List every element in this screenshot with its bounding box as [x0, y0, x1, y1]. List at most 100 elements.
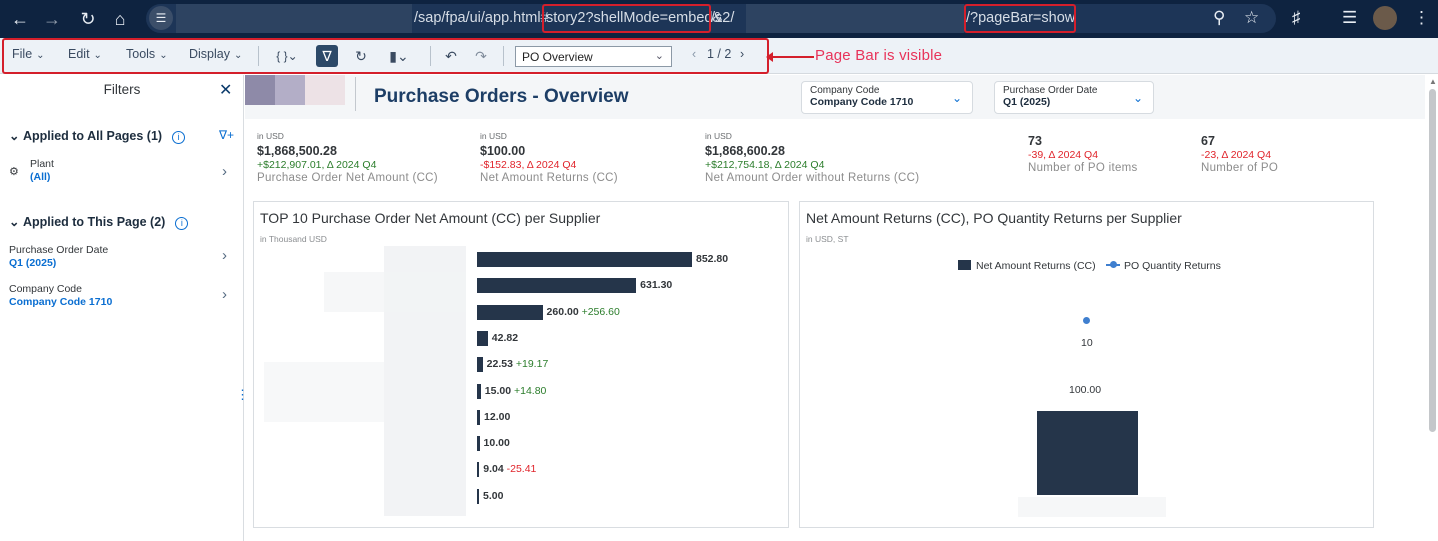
filter-po-date-value[interactable]: Q1 (2025): [9, 257, 57, 269]
bar[interactable]: [477, 383, 481, 399]
undo-icon[interactable]: ↶: [445, 47, 457, 64]
section-this-page[interactable]: ⌄ Applied to This Page (2) i: [9, 214, 189, 230]
bar-value: 852.80: [696, 253, 729, 265]
kpi-tile[interactable]: 73 -39, Δ 2024 Q4 Number of PO items: [1028, 131, 1138, 174]
toolbar-divider: [430, 46, 431, 66]
scrollbar-thumb[interactable]: [1429, 89, 1436, 432]
chevron-right-icon[interactable]: ›: [222, 163, 227, 180]
toolbar-highlight: [2, 38, 769, 74]
chevron-right-icon[interactable]: ›: [222, 286, 227, 303]
url-text-path: /sap/fpa/ui/app.html#: [414, 10, 549, 26]
filter-plant-value[interactable]: (All): [30, 171, 51, 183]
scroll-up-icon[interactable]: ▲: [1429, 77, 1437, 86]
bar-value: 15.00: [484, 384, 512, 397]
url-text-pagebar: /?pageBar=show: [966, 10, 1076, 26]
address-bar[interactable]: ☰ /sap/fpa/ui/app.html# story2?shellMode…: [146, 4, 1276, 33]
site-settings-icon[interactable]: ☰: [149, 6, 173, 30]
star-icon[interactable]: ☆: [1244, 8, 1260, 27]
kpi-value: $100.00: [480, 144, 526, 158]
kpi-name: Net Amount Order without Returns (CC): [705, 172, 920, 184]
back-arrow-icon[interactable]: ←: [11, 8, 29, 29]
kpi-tile[interactable]: in USD $1,868,500.28 +$212,907.01, Δ 202…: [257, 131, 438, 184]
kpi-tile[interactable]: in USD $100.00 -$152.83, Δ 2024 Q4 Net A…: [480, 131, 618, 184]
vertical-scrollbar[interactable]: ▲: [1427, 75, 1438, 541]
bar-variance: +14.80: [511, 384, 547, 397]
bar-value: 42.82: [491, 331, 519, 344]
section-all-pages[interactable]: ⌄ Applied to All Pages (1) i: [9, 128, 186, 144]
bar-value: 12.00: [484, 410, 511, 423]
tools-menu[interactable]: Tools ⌄: [126, 47, 168, 61]
kpi-delta: -$152.83, Δ 2024 Q4: [480, 159, 577, 171]
chevron-right-icon[interactable]: ›: [222, 247, 227, 264]
more-menu-icon[interactable]: ⋮: [1413, 8, 1430, 27]
top10-supplier-chart[interactable]: TOP 10 Purchase Order Net Amount (CC) pe…: [253, 201, 789, 528]
info-icon[interactable]: i: [175, 217, 189, 230]
chevron-down-icon: ⌄: [9, 129, 23, 143]
chevron-down-icon: ⌄: [159, 50, 168, 61]
url-text-story: story2?shellMode=embed&: [546, 10, 723, 26]
bar[interactable]: [477, 304, 543, 320]
bar[interactable]: [477, 357, 483, 373]
info-icon[interactable]: i: [172, 131, 186, 144]
formula-icon[interactable]: { }⌄: [276, 49, 298, 63]
bar[interactable]: [477, 436, 480, 452]
page-select[interactable]: PO Overview ⌄: [515, 46, 672, 67]
profile-avatar[interactable]: [1373, 6, 1397, 30]
file-menu[interactable]: File ⌄: [12, 47, 45, 61]
close-icon[interactable]: ✕: [219, 82, 233, 99]
returns-chart[interactable]: Net Amount Returns (CC), PO Quantity Ret…: [799, 201, 1374, 528]
bar[interactable]: [477, 409, 481, 425]
prev-page-icon[interactable]: ‹: [692, 47, 697, 61]
redo-icon[interactable]: ↷: [475, 47, 487, 64]
kpi-delta: -39, Δ 2024 Q4: [1028, 149, 1099, 161]
kpi-delta: -23, Δ 2024 Q4: [1201, 149, 1272, 161]
forward-arrow-icon[interactable]: →: [43, 8, 61, 29]
kpi-tile[interactable]: 67 -23, Δ 2024 Q4 Number of PO: [1201, 131, 1278, 174]
company-code-dropdown[interactable]: Company Code Company Code 1710 ⌄: [801, 81, 973, 114]
kpi-unit: in USD: [480, 131, 507, 141]
bar[interactable]: [477, 462, 480, 478]
po-date-dropdown[interactable]: Purchase Order Date Q1 (2025) ⌄: [994, 81, 1154, 114]
url-redacted-2: [746, 4, 964, 33]
bar[interactable]: [477, 252, 692, 267]
extensions-icon[interactable]: ♯: [1292, 8, 1301, 27]
kpi-tile[interactable]: in USD $1,868,600.28 +$212,754.18, Δ 202…: [705, 131, 919, 184]
media-icon[interactable]: ☰: [1342, 8, 1358, 27]
bar-variance: -25.41: [503, 463, 537, 476]
data-label: 5.00: [483, 490, 503, 502]
legend-label: PO Quantity Returns: [1124, 260, 1221, 272]
filter-icon[interactable]: ∇: [316, 45, 338, 67]
zoom-icon[interactable]: ⚲: [1213, 8, 1226, 27]
data-label: 631.30: [640, 279, 672, 291]
story-header: Purchase Orders - Overview Company Code …: [245, 75, 1425, 119]
chart-title: Net Amount Returns (CC), PO Quantity Ret…: [806, 210, 1182, 226]
data-label: 12.00: [484, 411, 510, 423]
app-toolbar: File ⌄ Edit ⌄ Tools ⌄ Display ⌄ { }⌄ ∇ ↻ ▮⌄ …: [0, 38, 1438, 74]
reload-icon[interactable]: ↻: [80, 8, 96, 29]
url-text-s2: /s2/: [711, 10, 735, 26]
kpi-value: $1,868,500.28: [257, 144, 337, 158]
bar-value: 22.53: [486, 358, 513, 371]
bar-value: 5.00: [483, 489, 504, 502]
refresh-icon[interactable]: ↻: [355, 47, 367, 64]
bookmark-icon[interactable]: ▮⌄: [389, 47, 409, 64]
kpi-value: $1,868,600.28: [705, 144, 785, 158]
data-point[interactable]: [1083, 317, 1090, 324]
filter-company-code-value[interactable]: Company Code 1710: [9, 296, 113, 308]
bar[interactable]: [477, 488, 479, 504]
data-label: 100.00: [1069, 384, 1102, 396]
toolbar-divider: [503, 46, 504, 66]
bar[interactable]: [477, 278, 637, 294]
bar[interactable]: [477, 330, 488, 346]
data-label: 10.00: [484, 437, 510, 449]
edit-menu[interactable]: Edit ⌄: [68, 47, 102, 61]
legend-swatch: [958, 260, 971, 270]
chevron-down-icon: ⌄: [36, 50, 45, 61]
add-filter-icon[interactable]: ∇+: [219, 128, 235, 142]
page-title: Purchase Orders - Overview: [374, 86, 629, 107]
home-icon[interactable]: ⌂: [114, 8, 126, 29]
next-page-icon[interactable]: ›: [740, 47, 745, 61]
bar-value: 631.30: [640, 279, 673, 292]
display-menu[interactable]: Display ⌄: [189, 47, 242, 61]
bar[interactable]: [1037, 411, 1138, 495]
